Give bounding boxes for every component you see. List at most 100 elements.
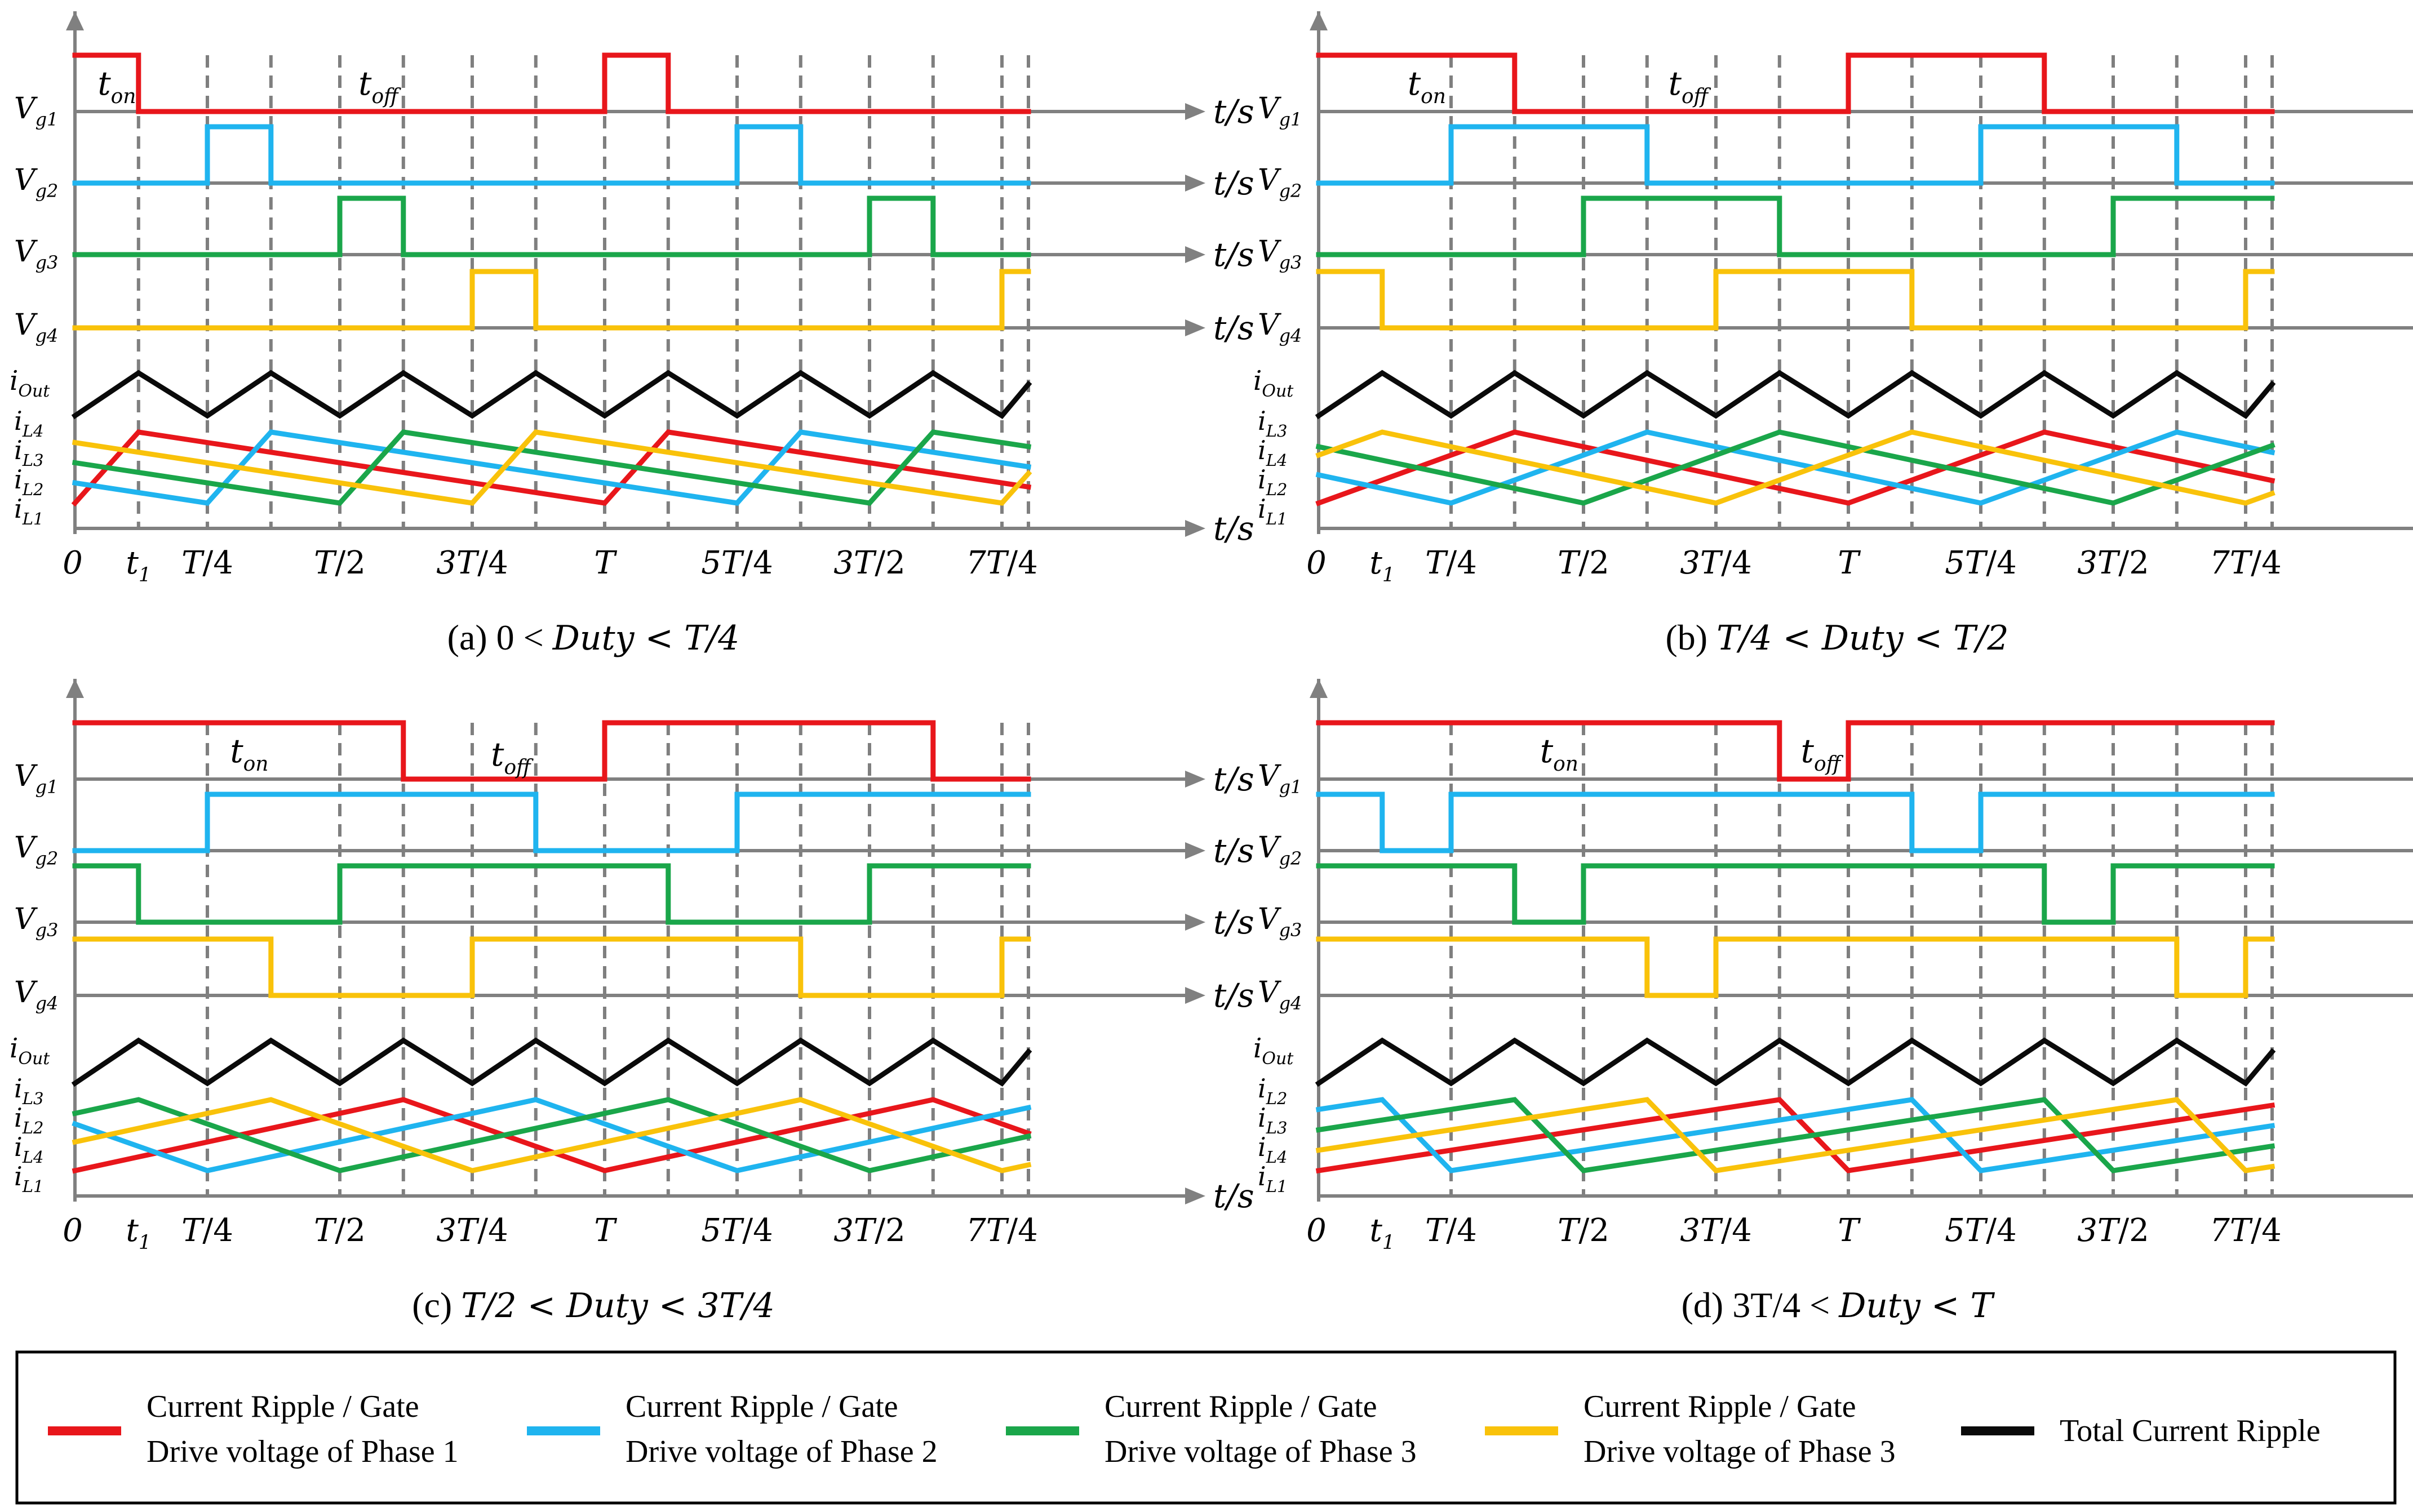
tick-t: T bbox=[1838, 545, 1861, 581]
label-vg1: Vg1 bbox=[1258, 759, 1302, 798]
ton-label: ton bbox=[97, 64, 136, 108]
inductor-current-phase3 bbox=[72, 1097, 1032, 1173]
output-current-ripple bbox=[1315, 1037, 2276, 1087]
legend-label: Drive voltage of Phase 1 bbox=[147, 1434, 459, 1469]
tick-5t-4: 5T/4 bbox=[701, 545, 773, 581]
label-vg4: Vg4 bbox=[14, 976, 58, 1014]
gate-signal-vg2 bbox=[72, 124, 1031, 186]
legend-label: Total Current Ripple bbox=[2060, 1413, 2321, 1448]
label-il3: iL3 bbox=[14, 435, 43, 470]
tick-t1: t1 bbox=[1369, 545, 1395, 586]
panel-caption: (b) T/4 < Duty < T/2 bbox=[1665, 617, 2008, 658]
label-vg2: Vg2 bbox=[14, 163, 58, 202]
legend-label: Drive voltage of Phase 2 bbox=[626, 1434, 938, 1469]
label-vg2: Vg2 bbox=[1258, 831, 1302, 869]
vertical-axis-arrowhead bbox=[66, 679, 84, 698]
panel-caption: (d) 3T/4 < Duty < T bbox=[1682, 1285, 1995, 1326]
label-il3: iL3 bbox=[1258, 1102, 1287, 1137]
label-il1: iL1 bbox=[14, 1161, 43, 1196]
time-unit-label: t/s bbox=[1213, 92, 1254, 131]
gate-signal-vg3 bbox=[1316, 863, 2275, 925]
tick-t-4: T/4 bbox=[1425, 545, 1477, 581]
panel-b: t/st/st/st/st/sVg1Vg2Vg3Vg4tontoffiOutiL… bbox=[1253, 11, 2413, 658]
tick-t-2: T/2 bbox=[1558, 545, 1609, 581]
label-vg2: Vg2 bbox=[1258, 163, 1302, 202]
label-il4: iL4 bbox=[14, 406, 43, 441]
label-vg1: Vg1 bbox=[14, 759, 58, 798]
legend-label: Current Ripple / Gate bbox=[147, 1389, 419, 1424]
tick-0: 0 bbox=[1306, 1212, 1327, 1249]
tick-t: T bbox=[594, 1212, 617, 1249]
time-unit-label: t/s bbox=[1213, 903, 1254, 941]
label-iout: iOut bbox=[1253, 365, 1294, 401]
label-il4: iL4 bbox=[1258, 1132, 1287, 1167]
inductor-current-phase1 bbox=[71, 429, 1032, 507]
tick-3t-2: 3T/2 bbox=[833, 1212, 905, 1249]
panel-a: t/s t/s t/s t/s t/s Vg1 Vg2 Vg3 Vg4 ton toff iOut iL… bbox=[10, 11, 1254, 658]
ton-label: ton bbox=[1408, 64, 1446, 108]
legend-label: Current Ripple / Gate bbox=[1105, 1389, 1377, 1424]
tick-7t-4: 7T/4 bbox=[2210, 545, 2281, 581]
tick-t-4: T/4 bbox=[181, 1212, 233, 1249]
label-vg3: Vg3 bbox=[1258, 235, 1302, 273]
legend-label: Current Ripple / Gate bbox=[626, 1389, 898, 1424]
time-axis-arrowhead bbox=[1185, 103, 1205, 120]
label-vg3: Vg3 bbox=[1258, 902, 1302, 941]
label-il3: iL3 bbox=[1258, 406, 1287, 441]
inductor-current-phase3 bbox=[72, 429, 1032, 506]
label-vg1: Vg1 bbox=[14, 92, 58, 130]
legend: Current Ripple / Gate Drive voltage of Ph… bbox=[15, 1350, 2397, 1505]
inductor-current-phase2 bbox=[72, 1097, 1032, 1173]
time-unit-label: t/s bbox=[1213, 976, 1254, 1015]
output-current-ripple bbox=[71, 370, 1032, 420]
label-il1: iL1 bbox=[14, 493, 43, 528]
label-il3: iL3 bbox=[14, 1073, 43, 1108]
tick-3t-4: 3T/4 bbox=[436, 545, 508, 581]
toff-label: toff bbox=[358, 64, 401, 108]
time-axis-arrowhead bbox=[1185, 319, 1205, 336]
tick-t-4: T/4 bbox=[181, 545, 233, 581]
ton-label: ton bbox=[230, 732, 268, 776]
panel-caption: (c) T/2 < Duty < 3T/4 bbox=[412, 1285, 775, 1326]
vertical-axis-arrowhead bbox=[1310, 679, 1328, 698]
label-iout: iOut bbox=[1253, 1033, 1294, 1069]
tick-3t-4: 3T/4 bbox=[1680, 545, 1751, 581]
tick-3t-4: 3T/4 bbox=[436, 1212, 508, 1249]
tick-7t-4: 7T/4 bbox=[966, 545, 1037, 581]
time-unit-label: t/s bbox=[1213, 1177, 1254, 1215]
time-unit-label: t/s bbox=[1213, 235, 1254, 274]
gate-signal-vg3 bbox=[1316, 195, 2275, 257]
label-vg2: Vg2 bbox=[14, 831, 58, 869]
label-il2: iL2 bbox=[1258, 1073, 1287, 1108]
time-unit-label: t/s bbox=[1213, 164, 1254, 202]
vertical-axis-arrowhead bbox=[1310, 11, 1328, 30]
gate-signal-vg1 bbox=[1316, 52, 2275, 114]
tick-t: T bbox=[594, 545, 617, 581]
inductor-current-phase1 bbox=[1315, 429, 2276, 506]
tick-7t-4: 7T/4 bbox=[2210, 1212, 2281, 1249]
gate-signal-vg3 bbox=[72, 195, 1031, 257]
label-iout: iOut bbox=[10, 1033, 50, 1069]
tick-3t-2: 3T/2 bbox=[2077, 1212, 2149, 1249]
tick-5t-4: 5T/4 bbox=[1945, 1212, 2016, 1249]
label-il4: iL4 bbox=[14, 1132, 43, 1167]
gate-signal-vg3 bbox=[72, 863, 1031, 925]
ton-label: ton bbox=[1540, 732, 1578, 776]
gate-signal-vg2 bbox=[1316, 124, 2275, 186]
tick-t-4: T/4 bbox=[1425, 1212, 1477, 1249]
time-axis-arrowhead bbox=[1185, 987, 1205, 1004]
time-unit-label: t/s bbox=[1213, 760, 1254, 798]
time-unit-label: t/s bbox=[1213, 831, 1254, 870]
gate-signal-vg1 bbox=[1316, 720, 2275, 782]
tick-t1: t1 bbox=[126, 1212, 151, 1254]
label-il4: iL4 bbox=[1258, 435, 1287, 470]
time-unit-label: t/s bbox=[1213, 309, 1254, 347]
legend-label: Drive voltage of Phase 3 bbox=[1105, 1434, 1417, 1469]
legend-label: Current Ripple / Gate bbox=[1583, 1389, 1856, 1424]
output-current-ripple bbox=[71, 1037, 1032, 1087]
time-axis-arrowhead bbox=[1185, 914, 1205, 931]
label-il1: iL1 bbox=[1258, 493, 1287, 528]
panel-d: t/st/st/st/st/sVg1Vg2Vg3Vg4tontoffiOutiL… bbox=[1253, 679, 2413, 1326]
tick-t-2: T/2 bbox=[314, 1212, 366, 1249]
